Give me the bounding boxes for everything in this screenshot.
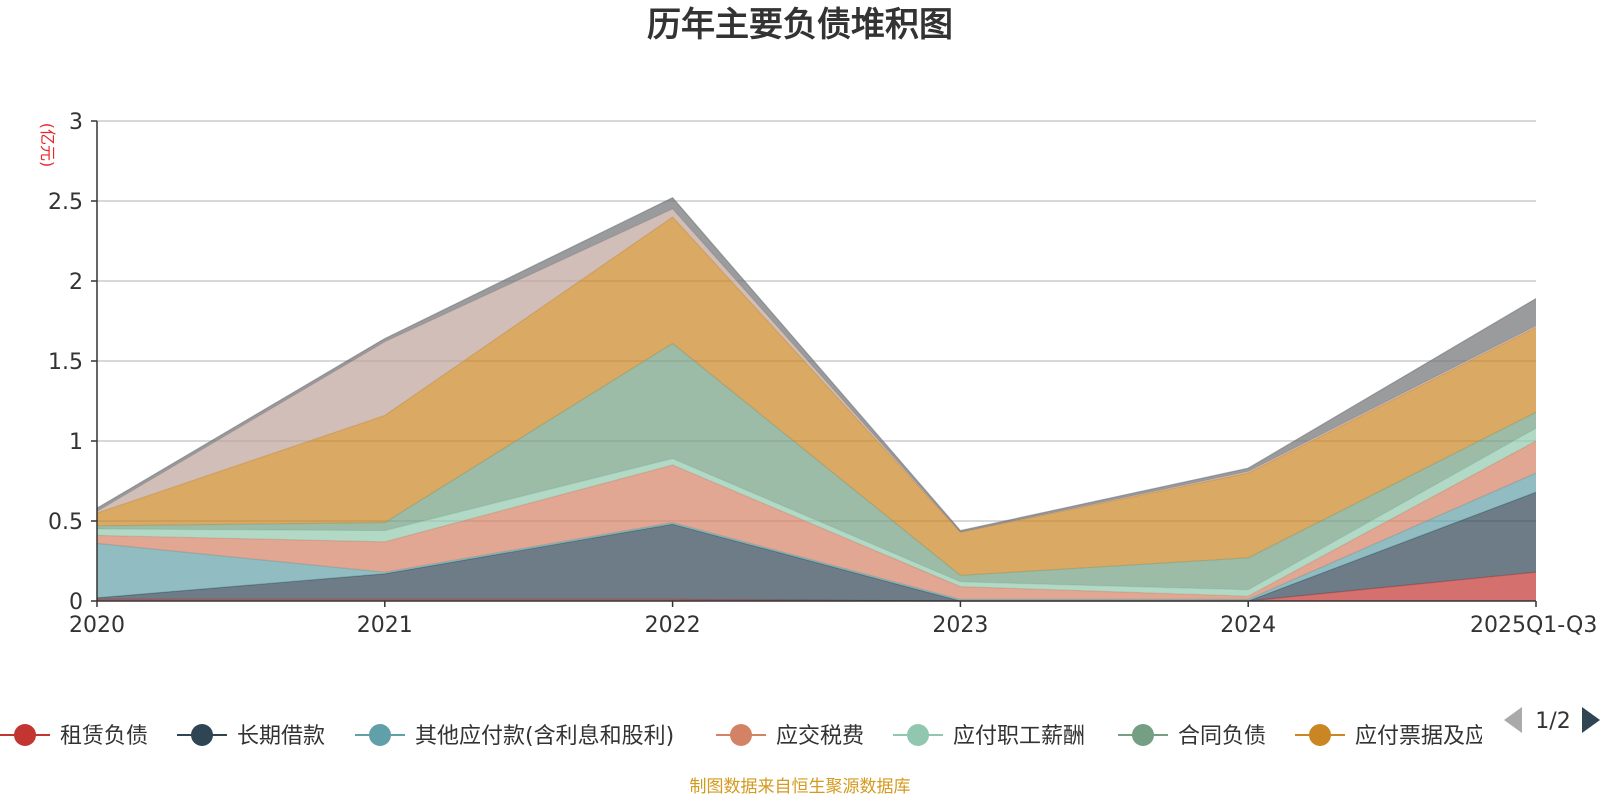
area-租赁负债: [97, 572, 1536, 601]
legend-marker-dot: [191, 724, 213, 746]
legend-label: 合同负债: [1178, 724, 1266, 749]
area-长期借款: [97, 492, 1536, 601]
legend-item[interactable]: 应付职工薪酬: [893, 724, 1085, 749]
legend-marker-dot: [907, 724, 929, 746]
legend-label: 应付职工薪酬: [953, 724, 1085, 749]
legend-item[interactable]: 其他应付款(含利息和股利): [355, 724, 674, 749]
legend-item[interactable]: 长期借款: [177, 724, 325, 749]
x-tick-label: 2024: [1220, 613, 1276, 638]
y-tick-label: 0: [69, 590, 83, 615]
axes: 0 0.5 1 1.5 2 2.5 3 2020 2021 2022 2023 2024 2025Q1-…: [48, 110, 1597, 638]
x-tick-label: 2021: [357, 613, 413, 638]
legend-label: 租赁负债: [60, 724, 148, 749]
legend-marker-dot: [1132, 724, 1154, 746]
area-应付票据及应付账款: [97, 217, 1536, 576]
legend-marker-dot: [14, 724, 36, 746]
legend-item[interactable]: 应付票据及应付账款: [1295, 724, 1553, 749]
legend-prev-page-icon[interactable]: [1504, 707, 1522, 733]
y-tick-label: 3: [69, 110, 83, 135]
legend-items: 租赁负债 长期借款 其他应付款(含利息和股利) 应交税费 应付职工薪酬 合同负债 应付票据及…: [0, 724, 1553, 749]
y-tick-label: 0.5: [48, 510, 83, 535]
legend[interactable]: 租赁负债 长期借款 其他应付款(含利息和股利) 应交税费 应付职工薪酬 合同负债 应付票据及…: [0, 724, 1553, 749]
legend-label: 其他应付款(含利息和股利): [415, 724, 674, 749]
legend-marker-dot: [730, 724, 752, 746]
legend-label: 应付票据及应付账款: [1355, 724, 1553, 749]
legend-label: 应交税费: [776, 724, 864, 749]
legend-page-indicator: 1/2: [1535, 709, 1570, 734]
legend-label: 长期借款: [237, 724, 325, 749]
y-tick-label: 2.5: [48, 190, 83, 215]
y-tick-label: 1: [69, 430, 83, 455]
x-tick-label: 2025Q1-Q3: [1470, 613, 1597, 638]
x-tick-label: 2023: [932, 613, 988, 638]
legend-item[interactable]: 租赁负债: [0, 724, 148, 749]
area-series: [96, 197, 1537, 602]
y-tick-label: 2: [69, 270, 83, 295]
legend-pager: 1/2: [1504, 707, 1600, 734]
legend-marker-dot: [369, 724, 391, 746]
legend-item[interactable]: 应交税费: [716, 724, 864, 749]
y-axis-unit: (亿元): [38, 123, 57, 168]
y-tick-label: 1.5: [48, 350, 83, 375]
legend-item[interactable]: 合同负债: [1118, 724, 1266, 749]
legend-next-page-icon[interactable]: [1582, 707, 1600, 733]
x-tick-label: 2020: [69, 613, 125, 638]
area-合同负债: [97, 343, 1536, 590]
legend-marker-dot: [1309, 724, 1331, 746]
area-edge-其他负债: [96, 197, 1537, 532]
data-source-note: 制图数据来自恒生聚源数据库: [690, 777, 911, 797]
x-tick-label: 2022: [645, 613, 701, 638]
chart-title: 历年主要负债堆积图: [647, 5, 953, 45]
